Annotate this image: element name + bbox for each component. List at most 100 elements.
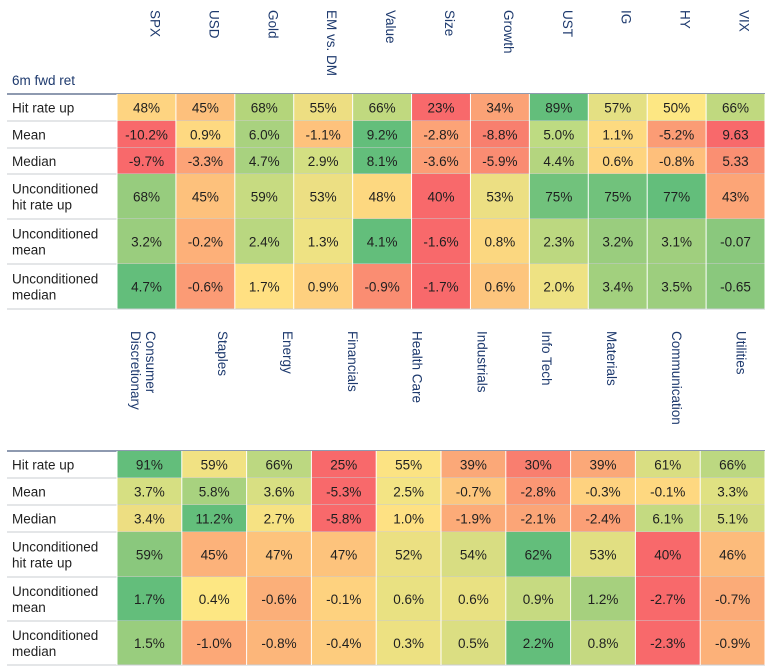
cell-value: -9.7% [129,154,164,169]
heatmap-cell [570,451,636,478]
cell-value: -0.7% [456,485,491,500]
column-header: SPX [147,10,162,37]
cell-value: -0.1% [650,485,685,500]
cell-value: 9.2% [367,128,398,143]
heatmap-cell [570,505,636,532]
heatmap-cell [570,577,636,621]
cell-value: 4.7% [131,280,162,295]
column-header-label: SPX [147,10,162,37]
cell-value: 75% [545,190,572,205]
column-header: Staples [215,331,230,376]
cell-value: -5.9% [482,154,517,169]
cell-value: 2.9% [308,154,339,169]
heatmap-cell [529,264,589,309]
column-header-label: USD [206,10,221,39]
cell-value: 3.7% [134,485,165,500]
heatmap-cell [246,478,312,505]
heatmap-cell [700,478,765,505]
cell-value: 25% [330,458,357,473]
cell-value: 40% [427,190,454,205]
heatmap-cell [376,505,441,532]
table-row: Mean 3.7% 5.8% 3.6% -5.3% 2.5% -0.7% -2.8% -0.3%… [7,478,765,506]
cell-value: 34% [486,101,513,116]
heatmap-cell [376,478,441,505]
column-header-label: Financials [345,331,360,392]
heatmap-cell [529,121,589,148]
heatmap-cell [311,478,377,505]
cell-value: 1.3% [308,235,339,250]
table-row: Unconditioned mean 1.7% 0.4% -0.6% -0.1% 0.6% 0… [7,577,765,622]
heatmap-cell [647,264,707,309]
heatmap-cell [117,148,176,174]
cell-value: 3.1% [661,235,692,250]
cell-value: -0.8% [261,636,296,651]
cell-value: 23% [427,101,454,116]
heatmap-cell [311,532,377,577]
heatmap-cell [570,532,636,577]
heatmap-cell [700,577,765,621]
heatmap-cell [441,451,506,478]
heatmap-cell [117,451,182,478]
heatmap-cell [234,219,294,264]
cell-value: 66% [265,458,292,473]
cell-value: -0.6% [261,592,296,607]
row-label: Mean [12,128,46,143]
heatmap-cell [529,148,589,174]
heatmap-cell [505,532,571,577]
heatmap-cell [117,219,176,264]
cell-value: 6.0% [249,128,280,143]
table-row: Mean -10.2% 0.9% 6.0% -1.1% 9.2% -2.8% -8.8% 5.0… [7,121,765,149]
column-header: Energy [280,331,295,374]
cell-value: 1.5% [134,636,165,651]
cell-value: -0.6% [188,280,223,295]
cell-value: 66% [369,101,396,116]
cell-value: 11.2% [196,512,233,527]
cell-value: 0.9% [308,280,339,295]
column-header: UST [560,10,575,37]
heatmap-cell [181,621,247,665]
cell-value: 53% [486,190,513,205]
column-header: VIX [737,10,752,32]
heatmap-cell [411,264,471,309]
cell-value: 45% [201,548,228,563]
cell-value: 2.5% [393,485,424,500]
cell-value: -0.9% [364,280,399,295]
heatmap-cell [376,621,441,665]
heatmap-cell [117,94,176,121]
cell-value: 55% [395,458,422,473]
cell-value: -5.8% [326,512,361,527]
cell-value: 62% [525,548,552,563]
heatmap-cell [181,478,247,505]
cell-value: -1.6% [423,235,458,250]
cell-value: 1.7% [249,280,280,295]
cell-value: -5.2% [659,128,694,143]
cell-value: 52% [395,548,422,563]
cell-value: -0.7% [715,592,750,607]
cell-value: -2.1% [521,512,556,527]
heatmap-cell [570,478,636,505]
cell-value: -0.07 [720,235,751,250]
heatmap-cell [181,451,247,478]
heatmap-cell [505,621,571,665]
cell-value: 39% [460,458,487,473]
heatmap-cell [470,174,530,219]
cell-value: 3.2% [602,235,633,250]
heatmap-cell [175,94,235,121]
cell-value: 48% [133,101,160,116]
cell-value: 5.1% [717,512,748,527]
cell-value: 66% [719,458,746,473]
heatmap-cell [635,532,701,577]
cell-value: 59% [201,458,228,473]
heatmap-cell [647,94,707,121]
heatmap-cell [706,174,765,219]
heatmap-cell [293,174,353,219]
table-row: Unconditioned hit rate up 68% 45% 59% 53% 48% 4… [7,174,765,220]
heatmap-cell [117,532,182,577]
heatmap-cell [706,219,765,264]
heatmap-cell [647,219,707,264]
heatmap-cell [117,505,182,532]
cell-value: 89% [545,101,572,116]
heatmap-cell [234,94,294,121]
heatmap-cell [175,219,235,264]
